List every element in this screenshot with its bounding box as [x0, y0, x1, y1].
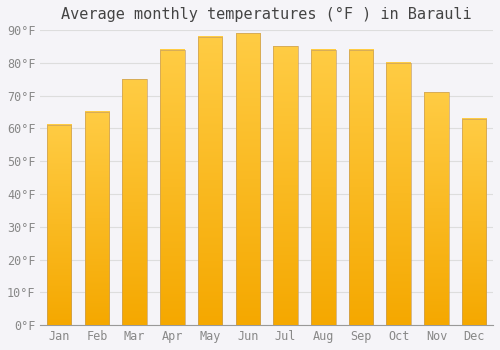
- Bar: [462, 119, 486, 325]
- Bar: [236, 33, 260, 325]
- Bar: [274, 47, 298, 325]
- Title: Average monthly temperatures (°F ) in Barauli: Average monthly temperatures (°F ) in Ba…: [62, 7, 472, 22]
- Bar: [424, 92, 448, 325]
- Bar: [386, 63, 411, 325]
- Bar: [160, 50, 184, 325]
- Bar: [198, 37, 222, 325]
- Bar: [311, 50, 336, 325]
- Bar: [122, 79, 147, 325]
- Bar: [47, 125, 72, 325]
- Bar: [348, 50, 374, 325]
- Bar: [84, 112, 109, 325]
